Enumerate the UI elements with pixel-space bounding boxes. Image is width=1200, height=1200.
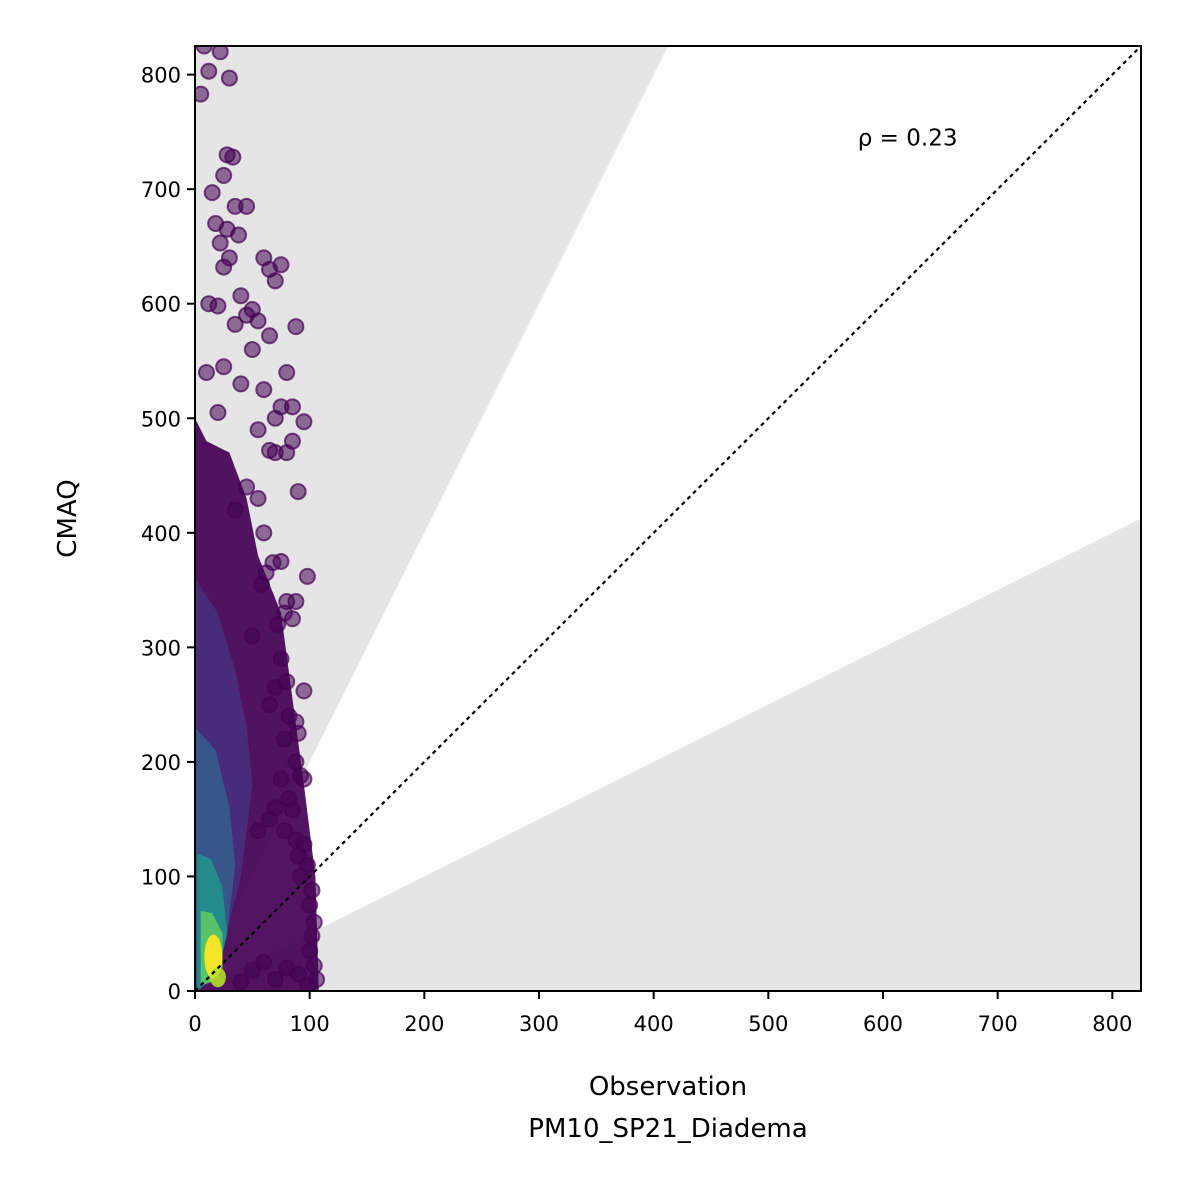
data-point: [272, 770, 290, 788]
x-tick-label: 300: [519, 1012, 559, 1036]
data-point: [249, 312, 267, 330]
data-point: [275, 822, 293, 840]
data-point: [215, 166, 233, 184]
data-point: [215, 258, 233, 276]
data-point: [211, 234, 229, 252]
data-point: [224, 148, 242, 166]
data-point: [301, 942, 319, 960]
data-point: [266, 272, 284, 290]
plot-area: [195, 46, 1141, 991]
data-point: [275, 730, 293, 748]
x-tick-label: 0: [188, 1012, 201, 1036]
data-point: [266, 971, 284, 989]
data-point: [298, 567, 316, 585]
data-point: [283, 398, 301, 416]
y-tick-label: 200: [141, 751, 181, 775]
x-axis-title: Observation: [589, 1072, 747, 1102]
data-point: [200, 62, 218, 80]
data-point: [261, 696, 279, 714]
one-to-one-line: [195, 46, 1141, 991]
data-point: [215, 358, 233, 376]
data-point: [295, 770, 313, 788]
density-peak-secondary: [209, 967, 226, 988]
data-point: [266, 678, 284, 696]
data-point: [298, 976, 316, 991]
data-point: [295, 682, 313, 700]
lower-shaded-region: [195, 518, 1141, 991]
data-point: [195, 46, 213, 55]
data-point: [289, 724, 307, 742]
data-point: [283, 610, 301, 628]
y-tick-label: 600: [141, 293, 181, 317]
y-tick-label: 800: [141, 64, 181, 88]
data-point: [287, 318, 305, 336]
data-point: [249, 421, 267, 439]
correlation-annotation: ρ = 0.23: [858, 126, 958, 152]
data-point: [278, 959, 296, 977]
data-point: [220, 69, 238, 87]
data-point: [226, 501, 244, 519]
data-point: [261, 327, 279, 345]
data-point: [209, 404, 227, 422]
data-point: [232, 375, 250, 393]
x-tick-label: 400: [634, 1012, 674, 1036]
data-point: [303, 881, 321, 899]
data-point: [289, 483, 307, 501]
data-point: [255, 953, 273, 971]
x-tick-label: 800: [1092, 1012, 1132, 1036]
data-point: [261, 810, 279, 828]
x-tick-label: 100: [290, 1012, 330, 1036]
y-tick-label: 500: [141, 407, 181, 431]
data-point: [238, 478, 256, 496]
axes: 0 100 200 300 400 500 600 700 800 0 100 200 300 400 50…: [141, 45, 1142, 1036]
y-tick-label: 300: [141, 636, 181, 660]
data-point: [295, 413, 313, 431]
data-point: [249, 489, 267, 507]
y-axis-title: CMAQ: [53, 479, 83, 557]
x-tick-label: 200: [404, 1012, 444, 1036]
data-point: [238, 197, 256, 215]
y-tick-label: 100: [141, 865, 181, 889]
data-point: [283, 801, 301, 819]
data-point: [255, 524, 273, 542]
data-point: [261, 441, 279, 459]
data-point: [211, 46, 229, 61]
y-tick-label: 0: [168, 980, 181, 1004]
data-point: [272, 256, 290, 274]
data-point: [232, 973, 250, 991]
data-point: [243, 627, 261, 645]
x-axis-subtitle: PM10_SP21_Diadema: [528, 1114, 807, 1144]
x-tick-label: 700: [978, 1012, 1018, 1036]
data-point: [266, 409, 284, 427]
data-point: [249, 822, 267, 840]
data-point: [195, 85, 210, 103]
data-point: [243, 961, 261, 979]
data-point: [303, 927, 321, 945]
data-point: [209, 297, 227, 315]
data-point: [197, 363, 215, 381]
data-point: [272, 650, 290, 668]
data-point: [291, 867, 309, 885]
data-point: [230, 226, 248, 244]
data-point: [301, 896, 319, 914]
data-point: [255, 381, 273, 399]
data-point: [305, 957, 323, 975]
data-point: [278, 363, 296, 381]
data-point: [305, 913, 323, 931]
plot-frame: [194, 45, 1142, 992]
data-point: [269, 615, 287, 633]
data-point: [287, 753, 305, 771]
data-point: [243, 341, 261, 359]
data-point: [287, 593, 305, 611]
y-tick-label: 400: [141, 522, 181, 546]
x-tick-label: 500: [748, 1012, 788, 1036]
data-point: [232, 287, 250, 305]
y-tick-label: 700: [141, 178, 181, 202]
data-point: [203, 184, 221, 202]
data-point: [226, 315, 244, 333]
upper-shaded-region: [195, 46, 668, 991]
data-point: [253, 575, 271, 593]
x-tick-label: 600: [863, 1012, 903, 1036]
